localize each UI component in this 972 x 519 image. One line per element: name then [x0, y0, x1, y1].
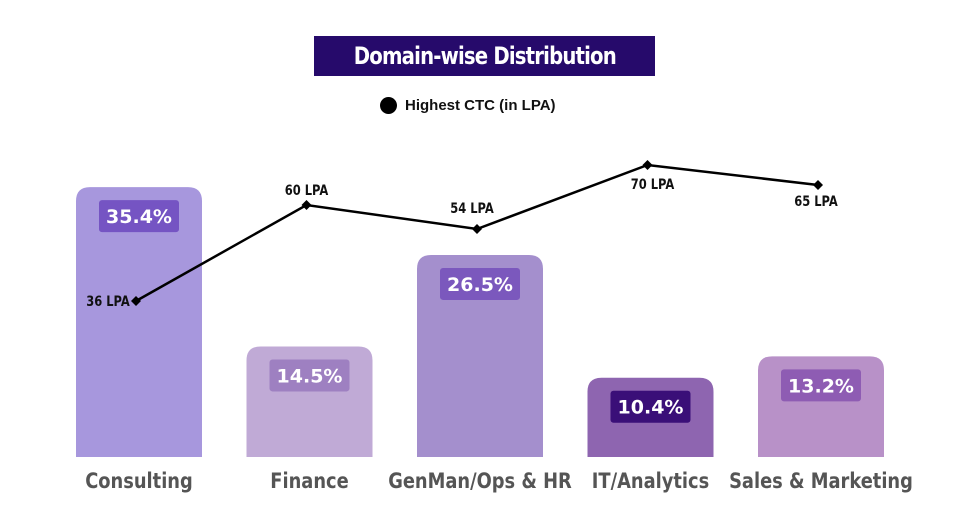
ctc-label: 70 LPA [631, 177, 675, 193]
ctc-point [472, 224, 482, 234]
ctc-point [301, 200, 312, 210]
ctc-label: 54 LPA [450, 201, 494, 217]
value-label: 14.5% [277, 365, 343, 387]
value-label: 26.5% [447, 274, 513, 296]
category-label: Consulting [85, 469, 193, 494]
value-badge [610, 390, 691, 423]
value-badge [781, 369, 861, 402]
ctc-label: 65 LPA [794, 194, 838, 210]
legend-label: Highest CTC (in LPA) [405, 96, 556, 114]
ctc-label: 60 LPA [285, 183, 329, 199]
bar-consulting [76, 187, 202, 457]
ctc-label: 36 LPA [86, 294, 130, 310]
ctc-point [813, 180, 823, 190]
category-label: Sales & Marketing [729, 469, 913, 494]
category-label: Finance [270, 469, 348, 494]
legend-marker [380, 96, 397, 114]
category-label: IT/Analytics [592, 469, 709, 494]
ctc-point [642, 160, 653, 170]
chart-title-box: Domain-wise Distribution [314, 36, 655, 76]
category-label: GenMan/Ops & HR [388, 469, 572, 494]
bar-genman-ops-hr [417, 254, 543, 457]
value-label: 10.4% [618, 397, 684, 419]
ctc-point [131, 296, 141, 306]
value-badge [99, 200, 179, 233]
value-label: 13.2% [788, 375, 854, 397]
value-badge [440, 267, 520, 300]
value-label: 35.4% [106, 206, 172, 228]
value-badge [269, 359, 350, 392]
legend: Highest CTC (in LPA) [380, 95, 556, 115]
chart-title: Domain-wise Distribution [353, 42, 616, 70]
